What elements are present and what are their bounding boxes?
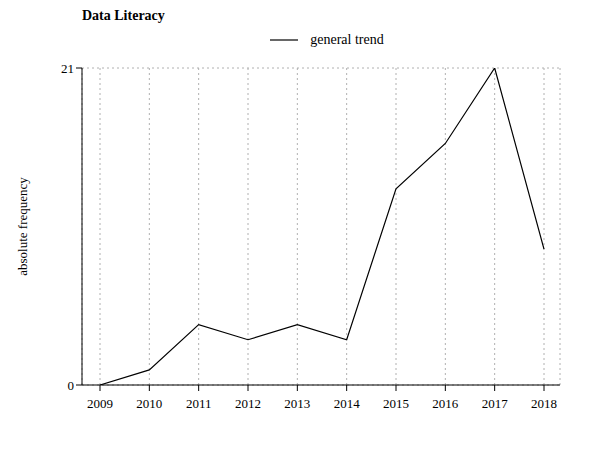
svg-text:2014: 2014 bbox=[334, 396, 361, 411]
html-text:general trend: general trend bbox=[310, 32, 384, 47]
svg-text:2010: 2010 bbox=[136, 396, 162, 411]
svg-text:2015: 2015 bbox=[383, 396, 409, 411]
html-text:Data Literacy: Data Literacy bbox=[82, 8, 165, 23]
svg-text:0: 0 bbox=[68, 378, 75, 393]
svg-text:2016: 2016 bbox=[432, 396, 459, 411]
svg-text:2011: 2011 bbox=[186, 396, 212, 411]
svg-text:2012: 2012 bbox=[235, 396, 261, 411]
svg-text:2018: 2018 bbox=[531, 396, 557, 411]
svg-text:21: 21 bbox=[61, 61, 74, 76]
svg-text:2013: 2013 bbox=[284, 396, 310, 411]
svg-text:2009: 2009 bbox=[87, 396, 113, 411]
svg-text:absolute frequency: absolute frequency bbox=[15, 177, 30, 276]
svg-text:2017: 2017 bbox=[482, 396, 509, 411]
